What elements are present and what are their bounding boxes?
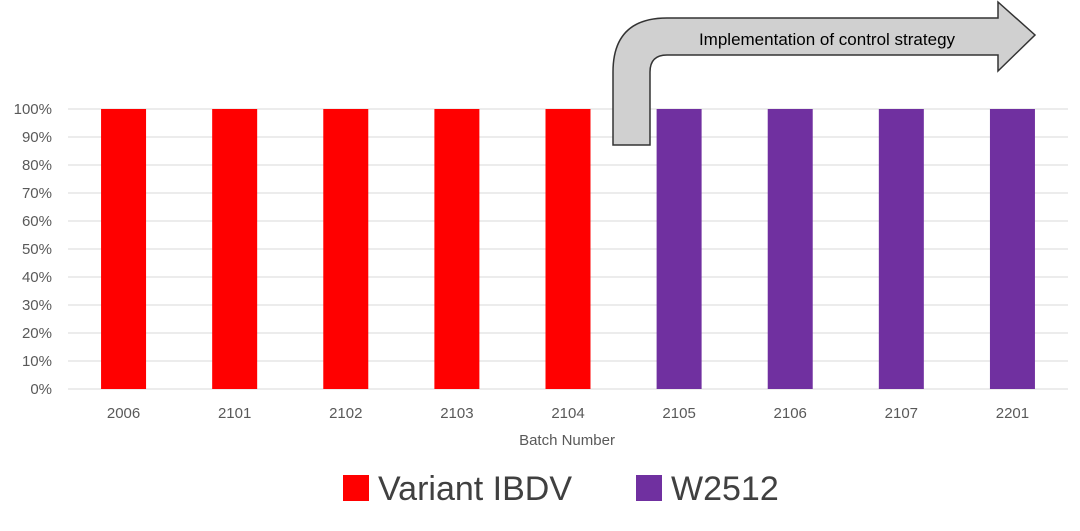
x-tick-label: 2104 bbox=[551, 405, 584, 422]
x-tick-label: 2103 bbox=[440, 405, 473, 422]
bar bbox=[212, 109, 258, 389]
bar bbox=[545, 109, 591, 389]
annotation-text: Implementation of control strategy bbox=[699, 30, 956, 49]
x-tick-label: 2101 bbox=[218, 405, 251, 422]
bar bbox=[101, 109, 147, 389]
y-tick-label: 90% bbox=[22, 129, 52, 146]
bent-arrow-shape bbox=[612, 0, 1037, 146]
y-tick-label: 0% bbox=[30, 381, 52, 398]
y-tick-label: 100% bbox=[14, 101, 52, 118]
bar bbox=[656, 109, 702, 389]
bar bbox=[767, 109, 813, 389]
y-tick-label: 70% bbox=[22, 185, 52, 202]
legend-label: Variant IBDV bbox=[378, 470, 572, 508]
bar bbox=[989, 109, 1035, 389]
legend-swatch bbox=[636, 475, 662, 501]
y-tick-label: 10% bbox=[22, 353, 52, 370]
legend-swatch bbox=[343, 475, 369, 501]
legend-label: W2512 bbox=[671, 470, 779, 508]
x-tick-label: 2105 bbox=[662, 405, 695, 422]
x-axis-ticks: 2006 2101 2102 2103 2104 2105 2106 2107 2201 bbox=[107, 405, 1029, 422]
x-tick-label: 2201 bbox=[996, 405, 1029, 422]
bars bbox=[101, 109, 1035, 389]
y-tick-label: 40% bbox=[22, 269, 52, 286]
y-axis-ticks: 0% 10% 20% 30% 40% 50% 60% 70% 80% 90% 100% bbox=[14, 101, 52, 398]
x-tick-label: 2107 bbox=[885, 405, 918, 422]
y-tick-label: 60% bbox=[22, 213, 52, 230]
bar bbox=[878, 109, 924, 389]
bar bbox=[323, 109, 369, 389]
y-tick-label: 20% bbox=[22, 325, 52, 342]
x-tick-label: 2102 bbox=[329, 405, 362, 422]
x-axis-title: Batch Number bbox=[519, 432, 615, 449]
x-tick-label: 2006 bbox=[107, 405, 140, 422]
bar bbox=[434, 109, 480, 389]
y-tick-label: 80% bbox=[22, 157, 52, 174]
legend: Variant IBDV W2512 bbox=[343, 470, 779, 508]
control-strategy-arrow: Implementation of control strategy bbox=[612, 0, 1037, 146]
y-tick-label: 30% bbox=[22, 297, 52, 314]
y-tick-label: 50% bbox=[22, 241, 52, 258]
x-tick-label: 2106 bbox=[774, 405, 807, 422]
